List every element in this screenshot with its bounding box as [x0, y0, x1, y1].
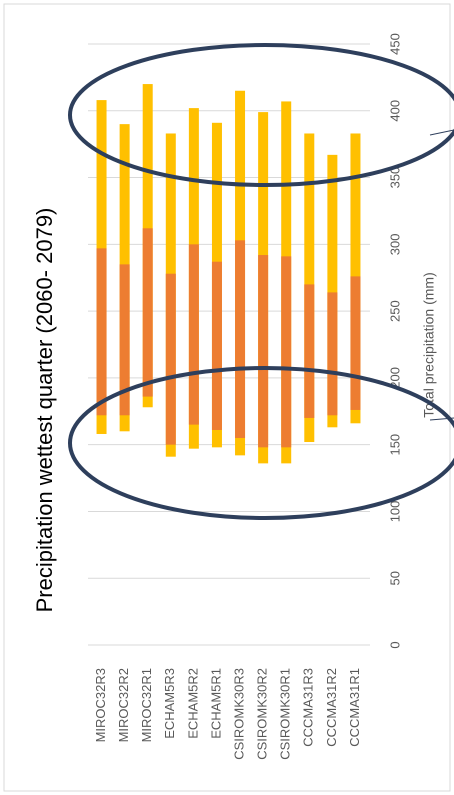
bar [327, 292, 338, 416]
bar [96, 248, 107, 416]
tick-label: 300 [387, 233, 402, 255]
tick-label: 400 [387, 100, 402, 122]
category-label: CSIROMK30R3 [231, 668, 246, 760]
annotation-line [429, 417, 454, 421]
category-label: CSIROMK30R1 [278, 668, 293, 760]
category-label: CCCMA31R3 [301, 668, 316, 747]
category-label: ECHAM5R3 [162, 668, 177, 739]
bar [327, 154, 338, 428]
tick-label: 200 [387, 367, 402, 389]
bar [165, 273, 176, 445]
tick-label: 0 [387, 641, 402, 648]
bar [258, 255, 269, 448]
tick-label: 450 [387, 33, 402, 55]
category-label: ECHAM5R2 [185, 668, 200, 739]
bar [211, 261, 222, 430]
category-label: CCCMA31R2 [324, 668, 339, 747]
tick-label: 150 [387, 434, 402, 456]
bar [119, 264, 130, 416]
category-label: MIROC32R2 [116, 668, 131, 742]
bar [235, 240, 246, 438]
category-label: ECHAM5R1 [208, 668, 223, 739]
chart-title: Precipitation wettest quarter (2060- 207… [32, 208, 57, 613]
annotation-ellipse [68, 43, 454, 187]
annotation-line [429, 129, 454, 136]
tick-label: 50 [387, 571, 402, 585]
annotation-ellipse [68, 366, 454, 520]
category-label: CSIROMK30R2 [255, 668, 270, 760]
tick-label: 100 [387, 501, 402, 523]
category-label: CCCMA31R1 [347, 668, 362, 747]
category-label: MIROC32R3 [93, 668, 108, 742]
axis-title: Total precipitation (mm) [421, 272, 437, 418]
plot: 0 50 100 150 200 250 300 350 400 450 MIROC32R3 MIRO… [88, 33, 402, 760]
bar [350, 276, 361, 410]
category-label: MIROC32R1 [139, 668, 154, 742]
tick-label: 250 [387, 300, 402, 322]
frame [3, 3, 451, 792]
bar [304, 284, 315, 418]
bar [188, 244, 199, 425]
tick-label: 350 [387, 167, 402, 189]
bar [142, 228, 153, 397]
bar [281, 256, 292, 448]
